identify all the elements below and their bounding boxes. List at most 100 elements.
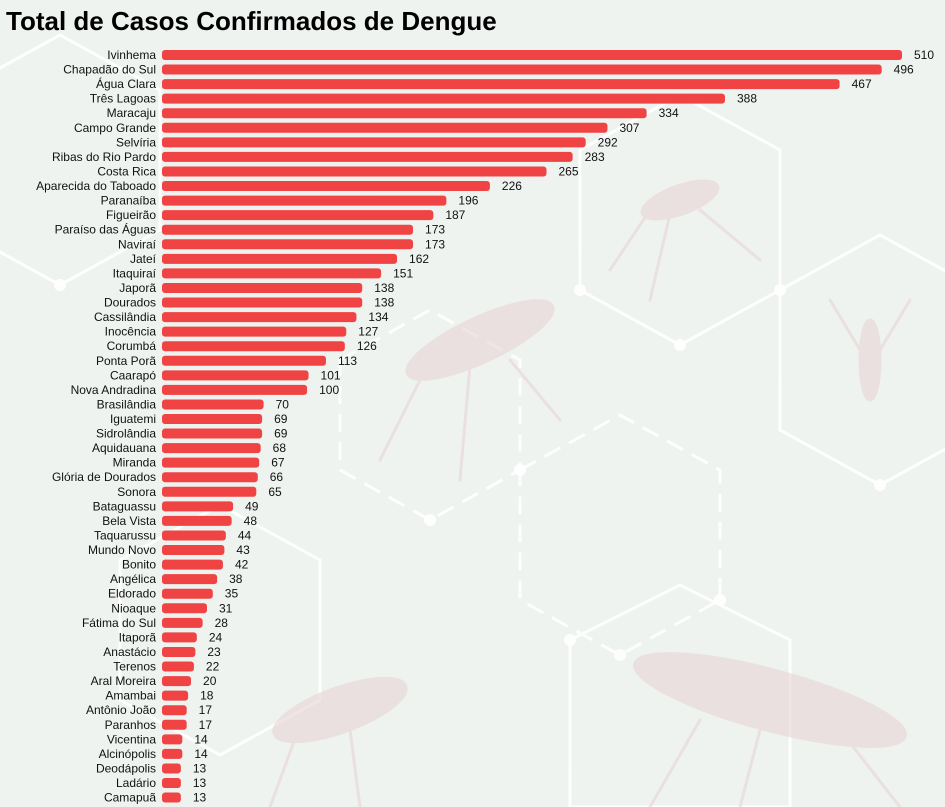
category-label: Costa Rica [97,164,156,178]
value-label: 67 [271,456,285,470]
value-label: 173 [425,223,445,237]
category-label: Itaquiraí [113,266,157,280]
value-label: 173 [425,237,445,251]
category-label: Paranhos [105,718,156,732]
bar [162,501,234,512]
category-label: Antônio João [86,703,156,717]
category-label: Nioaque [111,601,156,615]
category-label: Chapadão do Sul [63,63,156,77]
category-label: Bela Vista [102,514,156,528]
value-label: 226 [502,179,522,193]
bar [162,457,260,468]
bar [162,676,192,687]
value-label: 334 [659,106,679,120]
bar [162,486,257,497]
bar [162,64,882,75]
category-label: Terenos [113,660,156,674]
category-label: Paraíso das Águas [55,222,156,237]
bar [162,574,218,585]
category-label: Sidrolândia [96,427,156,441]
bar [162,282,363,293]
bar [162,705,187,716]
category-label: Corumbá [107,339,157,353]
bar [162,355,326,366]
value-label: 17 [199,703,213,717]
bar [162,166,547,177]
bar [162,428,263,439]
bar [162,617,203,628]
bar [162,399,264,410]
value-label: 44 [238,528,252,542]
value-label: 151 [393,266,413,280]
category-label: Dourados [104,296,156,310]
bar [162,719,187,730]
category-label: Cassilândia [94,310,156,324]
bar [162,734,183,745]
value-label: 65 [268,485,282,499]
bar [162,384,308,395]
category-label: Campo Grande [74,121,156,135]
value-label: 162 [409,252,429,266]
category-label: Caarapó [110,368,156,382]
category-label: Anastácio [103,645,156,659]
value-label: 496 [894,63,914,77]
bar [162,239,414,250]
value-label: 467 [852,77,872,91]
bar [162,50,902,60]
category-label: Ribas do Rio Pardo [52,150,156,164]
bar [162,79,840,90]
bar [162,253,398,264]
value-label: 138 [374,296,394,310]
category-label: Ladário [116,776,156,790]
bar [162,195,447,206]
category-label: Miranda [113,456,157,470]
category-label: Taquarussu [94,528,156,542]
category-label: Jateí [130,252,157,266]
category-label: Eldorado [108,587,156,601]
bar [162,297,363,308]
bar [162,341,345,352]
category-label: Camapuã [104,791,156,805]
value-label: 388 [737,92,757,106]
value-label: 113 [338,354,357,368]
category-label: Mundo Novo [88,543,156,557]
category-label: Amambai [105,689,156,703]
bar [162,224,414,235]
value-label: 13 [193,776,207,790]
value-label: 265 [559,164,579,178]
value-label: 100 [319,383,339,397]
category-label: Bonito [122,558,156,572]
bar [162,93,725,104]
value-label: 24 [209,630,223,644]
value-label: 35 [225,587,239,601]
bar [162,210,434,221]
value-label: 14 [194,732,208,746]
bar [162,137,586,148]
category-label: Naviraí [118,237,157,251]
bar [162,632,197,643]
category-label: Glória de Dourados [52,470,156,484]
bar [162,181,490,192]
value-label: 138 [374,281,394,295]
value-label: 69 [274,412,288,426]
value-label: 18 [200,689,214,703]
bar [162,646,196,657]
category-label: Sonora [117,485,156,499]
bar [162,370,309,381]
category-label: Bataguassu [93,499,156,513]
category-label: Japorã [119,281,156,295]
category-label: Figueirão [106,208,156,222]
bar [162,515,232,526]
value-label: 283 [585,150,605,164]
value-label: 70 [276,397,290,411]
value-label: 101 [321,368,341,382]
category-label: Iguatemi [110,412,156,426]
bar [162,763,181,774]
value-label: 31 [219,601,233,615]
value-label: 28 [215,616,229,630]
value-label: 69 [274,427,288,441]
chart-title: Total de Casos Confirmados de Dengue [6,6,497,36]
bar [162,778,181,788]
category-label: Nova Andradina [71,383,157,397]
bar [162,603,207,614]
